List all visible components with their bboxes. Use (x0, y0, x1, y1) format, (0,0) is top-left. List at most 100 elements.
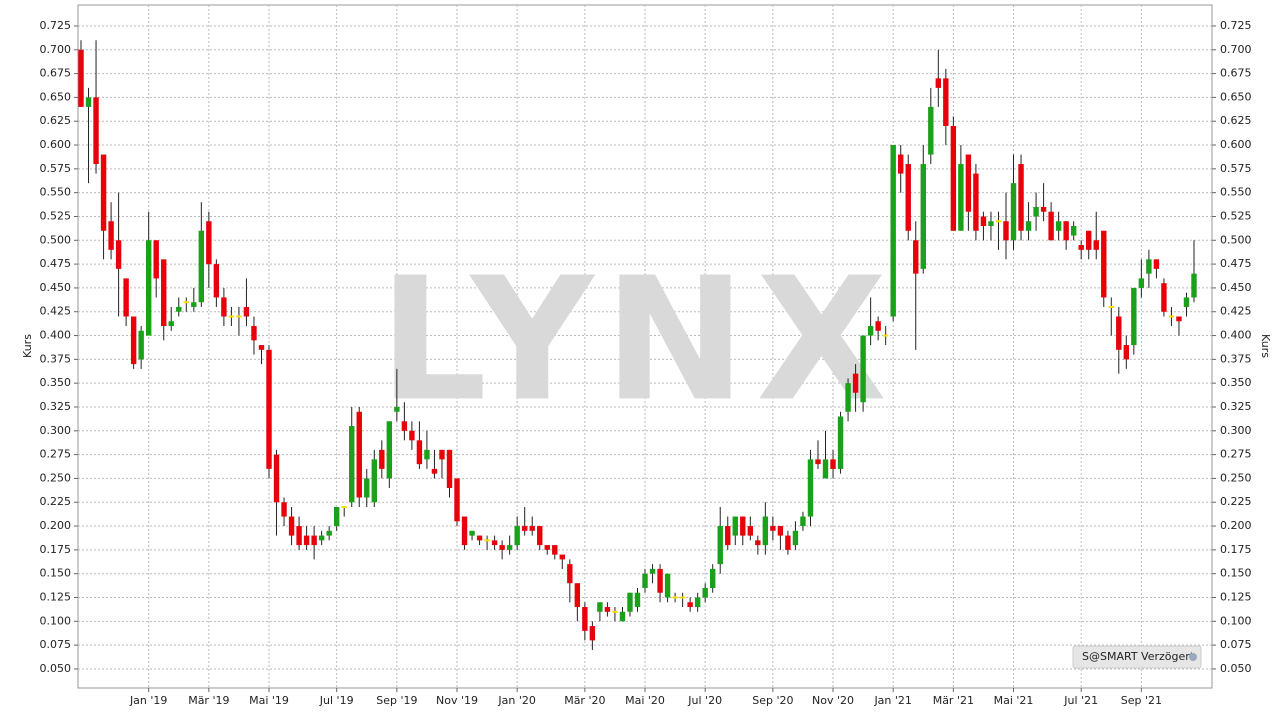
candle-body (1025, 221, 1032, 231)
candle-body (890, 145, 896, 317)
candle-body (679, 596, 686, 599)
candle-body (251, 326, 257, 341)
y-tick-label: 0.375 (40, 352, 72, 365)
candle-body (371, 459, 377, 503)
y2-tick-label: 0.125 (1220, 591, 1252, 604)
candle-body (100, 154, 107, 231)
candle-body (431, 468, 438, 474)
candle-body (913, 240, 919, 274)
candle-body (161, 259, 167, 327)
candle-body (837, 416, 844, 469)
y-tick-label: 0.525 (40, 209, 72, 222)
candle-body (755, 540, 761, 546)
x-tick-label: Mai '21 (994, 694, 1034, 707)
x-tick-label: Mai '19 (249, 694, 289, 707)
candle-body (521, 526, 528, 531)
candle-body (93, 97, 99, 165)
candle-body (1146, 259, 1152, 274)
candle-body (845, 383, 851, 412)
candle-body (664, 573, 671, 598)
candle-body (860, 335, 866, 403)
candle-body (634, 592, 641, 608)
candle-body (386, 421, 393, 479)
y-tick-label: 0.250 (40, 471, 72, 484)
y2-tick-label: 0.075 (1220, 638, 1252, 651)
candle-body (454, 478, 460, 522)
x-tick-label: Sep '20 (752, 694, 793, 707)
y-tick-label: 0.200 (40, 519, 72, 532)
candle-body (318, 535, 325, 541)
candle-body (198, 230, 205, 303)
candle-body (694, 597, 701, 608)
y-tick-label: 0.225 (40, 495, 72, 508)
candle-body (552, 545, 558, 555)
y2-tick-label: 0.725 (1220, 19, 1252, 32)
candle-body (514, 526, 520, 546)
y-tick-label: 0.550 (40, 186, 72, 199)
candle-body (115, 240, 122, 269)
candle-body (785, 535, 791, 550)
candle-body (687, 602, 693, 608)
y-tick-label: 0.650 (40, 90, 72, 103)
candle-body (777, 526, 784, 536)
candle-body (898, 154, 904, 174)
x-tick-label: Jul '21 (1063, 694, 1098, 707)
candle-body (439, 449, 445, 460)
candle-body (882, 334, 889, 337)
y2-tick-label: 0.475 (1220, 257, 1252, 270)
candle-body (303, 535, 310, 546)
candle-body (491, 540, 498, 546)
candle-body (747, 526, 754, 536)
candle-body (446, 449, 453, 488)
candle-body (243, 306, 250, 317)
candle-body (138, 330, 144, 360)
candle-body (1138, 278, 1145, 288)
candle-body (597, 602, 603, 612)
candle-body (710, 568, 716, 588)
candle-body (1191, 273, 1197, 298)
x-tick-label: Jan '19 (129, 694, 167, 707)
candle-body (409, 430, 415, 441)
y-tick-label: 0.075 (40, 638, 72, 651)
candle-body (567, 564, 573, 584)
candle-body (958, 164, 964, 231)
candle-body (1131, 287, 1137, 346)
candle-body (1078, 245, 1084, 250)
y2-tick-label: 0.650 (1220, 90, 1252, 103)
candle-body (296, 526, 302, 546)
candle-body (258, 345, 265, 350)
y2-tick-label: 0.675 (1220, 67, 1252, 80)
y2-tick-label: 0.200 (1220, 519, 1252, 532)
candle-body (980, 216, 987, 226)
candle-body (1183, 297, 1190, 307)
candle-body (183, 301, 189, 304)
candle-body (657, 568, 663, 593)
candle-body (529, 526, 535, 531)
candle-body (394, 406, 400, 412)
watermark: LYNX (379, 241, 897, 439)
candle-body (416, 440, 423, 465)
candle-body (379, 449, 385, 469)
candle-body (1040, 206, 1047, 212)
candle-body (1161, 283, 1167, 312)
candle-body (281, 502, 287, 517)
y2-tick-label: 0.250 (1220, 471, 1252, 484)
y2-tick-label: 0.600 (1220, 138, 1252, 151)
candle-body (589, 626, 596, 641)
y-tick-label: 0.350 (40, 376, 72, 389)
candle-body (822, 459, 829, 479)
candle-body (78, 49, 84, 107)
candle-body (920, 164, 926, 269)
candle-body (273, 454, 280, 503)
candle-body (153, 240, 159, 279)
candle-body (85, 97, 92, 107)
candle-body (1116, 316, 1122, 350)
candle-body (537, 526, 543, 546)
candle-body (1101, 230, 1107, 298)
candle-body (604, 607, 611, 612)
candle-body (740, 516, 746, 536)
candle-body (476, 535, 483, 541)
candle-body (311, 535, 317, 546)
candle-body (928, 106, 934, 155)
